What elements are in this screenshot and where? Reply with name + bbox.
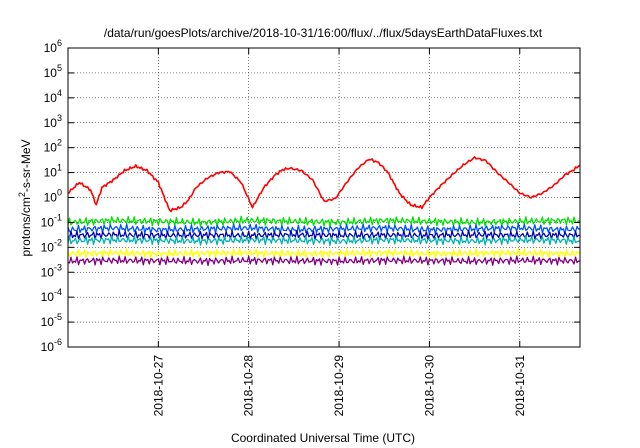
- y-tick-label: 100: [44, 188, 62, 205]
- y-tick-base: 10: [41, 240, 55, 254]
- y-tick-exponent: 6: [57, 38, 62, 48]
- x-tick-label: 2018-10-28: [242, 355, 256, 417]
- y-tick-label: 10-6: [41, 337, 62, 354]
- series-line-1: [67, 215, 581, 228]
- series-line-6: [67, 255, 580, 267]
- y-tick-base: 10: [41, 315, 55, 329]
- y-tick-base: 10: [41, 290, 55, 304]
- y-axis-ticks: 10-610-510-410-310-210-11001011021031041…: [41, 38, 580, 354]
- y-tick-label: 10-3: [41, 262, 62, 279]
- chart-title: /data/run/goesPlots/archive/2018-10-31/1…: [104, 26, 543, 40]
- y-tick-base: 10: [44, 191, 58, 205]
- grid-lines: [68, 47, 580, 348]
- y-tick-label: 10-4: [41, 287, 62, 304]
- series-line-2: [67, 223, 581, 235]
- y-tick-label: 104: [44, 88, 62, 105]
- y-tick-exponent: -2: [54, 237, 62, 247]
- y-tick-base: 10: [44, 66, 58, 80]
- series-line-4: [67, 234, 581, 246]
- y-tick-exponent: -6: [54, 337, 62, 347]
- y-tick-base: 10: [44, 141, 58, 155]
- y-tick-base: 10: [44, 116, 58, 130]
- y-tick-exponent: -3: [54, 262, 62, 272]
- x-tick-label: 2018-10-29: [332, 355, 346, 417]
- y-tick-base: 10: [41, 340, 55, 354]
- x-axis-ticks: 2018-10-27 2018-10-28 2018-10-29 2018-10-30…: [151, 48, 527, 417]
- y-tick-label: 10-1: [41, 212, 62, 229]
- y-tick-label: 105: [44, 63, 62, 80]
- y-tick-exponent: 3: [57, 113, 62, 123]
- y-tick-base: 10: [44, 91, 58, 105]
- x-tick-label: 2018-10-30: [422, 355, 436, 417]
- series-line-5: [67, 248, 581, 259]
- y-tick-exponent: 2: [57, 138, 62, 148]
- y-axis-label-sup: 2: [17, 192, 27, 197]
- x-axis-label: Coordinated Universal Time (UTC): [231, 431, 415, 445]
- y-tick-label: 102: [44, 138, 62, 155]
- series-line-0: [67, 156, 581, 213]
- y-axis-label: protons/cm2-s-sr-MeV: [17, 139, 33, 256]
- x-tick-label: 2018-10-31: [513, 355, 527, 417]
- y-tick-exponent: 5: [57, 63, 62, 73]
- y-tick-label: 101: [44, 163, 62, 180]
- y-tick-base: 10: [41, 265, 55, 279]
- y-axis-label-rest: -s-sr-MeV: [19, 139, 33, 192]
- y-tick-exponent: -4: [54, 287, 62, 297]
- y-tick-label: 10-5: [41, 312, 62, 329]
- y-tick-base: 10: [41, 215, 55, 229]
- series-line-3: [67, 229, 580, 241]
- y-tick-base: 10: [44, 41, 58, 55]
- y-axis-label-main: protons/cm: [19, 197, 33, 256]
- y-tick-exponent: 0: [57, 188, 62, 198]
- x-tick-label: 2018-10-27: [151, 355, 165, 417]
- y-tick-exponent: -1: [54, 212, 62, 222]
- y-tick-exponent: -5: [54, 312, 62, 322]
- y-tick-label: 106: [44, 38, 62, 55]
- y-tick-exponent: 1: [57, 163, 62, 173]
- data-series: [67, 156, 581, 267]
- y-tick-base: 10: [44, 166, 58, 180]
- y-tick-label: 103: [44, 113, 62, 130]
- y-tick-exponent: 4: [57, 88, 62, 98]
- y-tick-label: 10-2: [41, 237, 62, 254]
